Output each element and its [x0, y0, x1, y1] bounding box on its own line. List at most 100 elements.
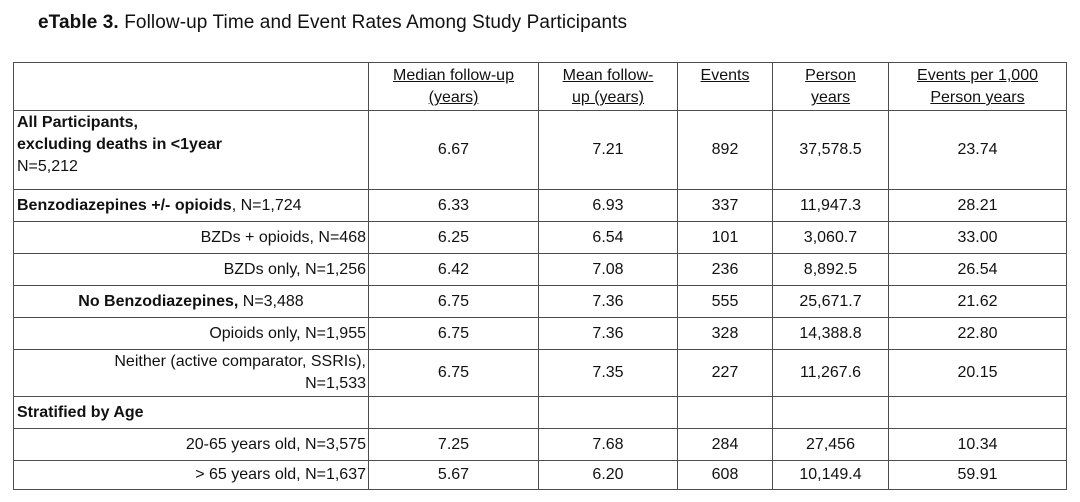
header-events: Events — [677, 62, 773, 111]
header-person-years: Person years — [772, 62, 889, 111]
header-line: Person — [805, 67, 856, 84]
cell-median-followup: 6.25 — [368, 221, 539, 254]
header-row-label — [13, 62, 369, 111]
cell-person-years: 3,060.7 — [772, 221, 889, 254]
cell-events-rate: 33.00 — [888, 221, 1067, 254]
cell-person-years: 37,578.5 — [772, 110, 889, 190]
cell-median-followup — [368, 396, 539, 429]
row-label-line: All Participants, — [17, 114, 138, 131]
cell-events-rate: 10.34 — [888, 428, 1067, 461]
cell-events-rate: 26.54 — [888, 253, 1067, 286]
cell-median-followup: 6.75 — [368, 317, 539, 350]
cell-events-rate: 21.62 — [888, 285, 1067, 318]
cell-events: 227 — [677, 349, 773, 397]
cell-median-followup: 6.75 — [368, 349, 539, 397]
row-label-rest: N=3,488 — [238, 292, 304, 310]
row-20-65-years: 20-65 years old, N=3,575 7.25 7.68 284 2… — [13, 428, 1067, 461]
cell-events: 236 — [677, 253, 773, 286]
row-label-bold: Stratified by Age — [17, 403, 144, 421]
header-line: Events per 1,000 — [917, 67, 1038, 84]
row-label-rest: , N=1,724 — [231, 196, 302, 214]
cell-median-followup: 5.67 — [368, 460, 539, 490]
cell-median-followup: 6.67 — [368, 110, 539, 190]
table-title: eTable 3. Follow-up Time and Event Rates… — [38, 12, 627, 34]
cell-median-followup: 6.75 — [368, 285, 539, 318]
cell-events: 555 — [677, 285, 773, 318]
cell-events-rate: 20.15 — [888, 349, 1067, 397]
table-title-text: Follow-up Time and Event Rates Among Stu… — [118, 12, 628, 33]
header-mean-followup: Mean follow- up (years) — [538, 62, 678, 111]
cell-events: 101 — [677, 221, 773, 254]
header-line: Person years — [930, 89, 1025, 106]
cell-events: 608 — [677, 460, 773, 490]
cell-events-rate — [888, 396, 1067, 429]
header-median-followup: Median follow-up (years) — [368, 62, 539, 111]
cell-mean-followup: 7.36 — [538, 285, 678, 318]
header-line: up (years) — [571, 89, 645, 106]
cell-events: 284 — [677, 428, 773, 461]
row-neither-ssris: Neither (active comparator, SSRIs), N=1,… — [13, 349, 1067, 397]
row-over-65-years: > 65 years old, N=1,637 5.67 6.20 608 10… — [13, 460, 1067, 490]
row-label-line: N=1,533 — [305, 375, 366, 392]
cell-events: 892 — [677, 110, 773, 190]
cell-person-years — [772, 396, 889, 429]
cell-events-rate: 28.21 — [888, 189, 1067, 222]
cell-median-followup: 6.42 — [368, 253, 539, 286]
cell-median-followup: 6.33 — [368, 189, 539, 222]
row-no-benzodiazepines: No Benzodiazepines, N=3,488 6.75 7.36 55… — [13, 285, 1067, 318]
row-label-line: Neither (active comparator, SSRIs), — [114, 353, 366, 370]
cell-person-years: 25,671.7 — [772, 285, 889, 318]
cell-person-years: 8,892.5 — [772, 253, 889, 286]
cell-row-label: All Participants, excluding deaths in <1… — [13, 110, 369, 190]
cell-row-label: BZDs only, N=1,256 — [13, 253, 369, 286]
cell-mean-followup: 7.68 — [538, 428, 678, 461]
row-bzds-plus-opioids: BZDs + opioids, N=468 6.25 6.54 101 3,06… — [13, 221, 1067, 254]
cell-mean-followup: 7.08 — [538, 253, 678, 286]
cell-events — [677, 396, 773, 429]
cell-row-label: 20-65 years old, N=3,575 — [13, 428, 369, 461]
row-all-participants: All Participants, excluding deaths in <1… — [13, 110, 1067, 190]
header-row: Median follow-up (years) Mean follow- up… — [13, 62, 1067, 111]
row-label-line: excluding deaths in <1year — [17, 136, 222, 153]
followup-table: Median follow-up (years) Mean follow- up… — [13, 62, 1067, 490]
cell-person-years: 27,456 — [772, 428, 889, 461]
cell-events-rate: 22.80 — [888, 317, 1067, 350]
cell-row-label: Benzodiazepines +/- opioids, N=1,724 — [13, 189, 369, 222]
table-title-label: eTable 3. — [38, 12, 119, 33]
cell-mean-followup: 7.35 — [538, 349, 678, 397]
cell-person-years: 14,388.8 — [772, 317, 889, 350]
row-stratified-by-age: Stratified by Age — [13, 396, 1067, 429]
header-line: years — [810, 89, 851, 106]
cell-mean-followup: 6.93 — [538, 189, 678, 222]
cell-row-label: Neither (active comparator, SSRIs), N=1,… — [13, 349, 369, 397]
row-opioids-only: Opioids only, N=1,955 6.75 7.36 328 14,3… — [13, 317, 1067, 350]
cell-mean-followup: 6.20 — [538, 460, 678, 490]
header-line: (years) — [428, 89, 479, 106]
cell-events: 328 — [677, 317, 773, 350]
cell-row-label: BZDs + opioids, N=468 — [13, 221, 369, 254]
row-benzodiazepines-with-opioids: Benzodiazepines +/- opioids, N=1,724 6.3… — [13, 189, 1067, 222]
header-events-rate: Events per 1,000 Person years — [888, 62, 1067, 111]
cell-row-label: > 65 years old, N=1,637 — [13, 460, 369, 490]
row-label-bold: No Benzodiazepines, — [78, 292, 239, 310]
cell-row-label: Stratified by Age — [13, 396, 369, 429]
cell-events: 337 — [677, 189, 773, 222]
header-line: Median follow-up — [393, 67, 514, 84]
cell-mean-followup: 7.21 — [538, 110, 678, 190]
cell-row-label: Opioids only, N=1,955 — [13, 317, 369, 350]
row-label-line: N=5,212 — [17, 158, 78, 175]
cell-person-years: 11,947.3 — [772, 189, 889, 222]
cell-events-rate: 59.91 — [888, 460, 1067, 490]
cell-mean-followup — [538, 396, 678, 429]
cell-mean-followup: 6.54 — [538, 221, 678, 254]
row-label-bold: Benzodiazepines +/- opioids — [17, 196, 232, 214]
row-bzds-only: BZDs only, N=1,256 6.42 7.08 236 8,892.5… — [13, 253, 1067, 286]
cell-row-label: No Benzodiazepines, N=3,488 — [13, 285, 369, 318]
header-line: Mean follow- — [562, 67, 654, 84]
header-line: Events — [700, 67, 750, 84]
cell-events-rate: 23.74 — [888, 110, 1067, 190]
cell-person-years: 10,149.4 — [772, 460, 889, 490]
cell-person-years: 11,267.6 — [772, 349, 889, 397]
cell-mean-followup: 7.36 — [538, 317, 678, 350]
